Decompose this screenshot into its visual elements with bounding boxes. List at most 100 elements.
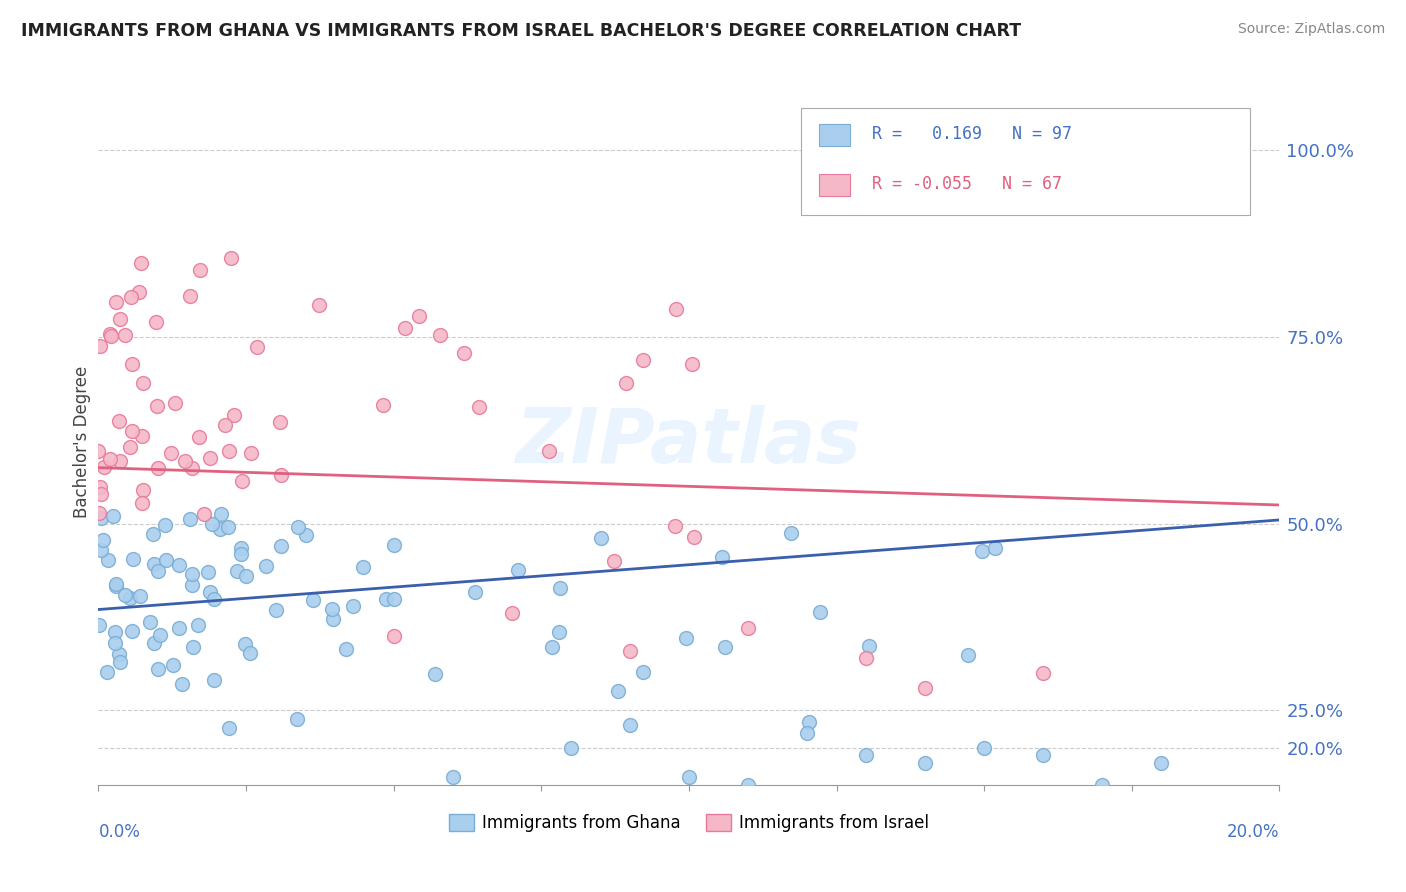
Point <box>270 467 292 482</box>
Point <box>132 376 155 391</box>
Point <box>548 625 571 640</box>
Point <box>188 430 211 444</box>
Point <box>506 563 529 577</box>
Text: IMMIGRANTS FROM GHANA VS IMMIGRANTS FROM ISRAEL BACHELOR'S DEGREE CORRELATION CH: IMMIGRANTS FROM GHANA VS IMMIGRANTS FROM… <box>21 22 1021 40</box>
Point <box>1032 748 1054 763</box>
Point <box>269 416 291 430</box>
Point <box>264 603 287 617</box>
Point <box>675 631 697 645</box>
Point <box>118 440 141 454</box>
Point <box>231 474 253 488</box>
Point <box>737 778 759 792</box>
Point <box>146 400 169 414</box>
Point <box>188 263 211 277</box>
FancyBboxPatch shape <box>818 124 849 145</box>
Point <box>98 451 121 466</box>
Point <box>956 648 979 662</box>
Point <box>121 357 143 371</box>
Point <box>209 522 232 536</box>
Point <box>128 285 150 299</box>
Point <box>858 639 880 653</box>
Point <box>181 640 204 655</box>
Point <box>221 252 243 266</box>
Point <box>131 495 153 509</box>
Point <box>108 312 131 326</box>
Point <box>501 607 523 621</box>
Point <box>105 295 128 310</box>
Point <box>238 646 260 660</box>
Point <box>384 592 406 607</box>
Point <box>548 581 571 595</box>
Point <box>408 309 430 323</box>
Point <box>235 637 257 651</box>
Point <box>155 553 177 567</box>
FancyBboxPatch shape <box>818 174 849 195</box>
Point <box>607 684 630 698</box>
Point <box>371 398 394 412</box>
Point <box>799 714 821 729</box>
Text: R = -0.055   N = 67: R = -0.055 N = 67 <box>872 175 1062 193</box>
Point <box>664 518 686 533</box>
Point <box>120 290 142 304</box>
Text: Source: ZipAtlas.com: Source: ZipAtlas.com <box>1237 22 1385 37</box>
Point <box>197 565 219 579</box>
Point <box>287 520 309 534</box>
Point <box>202 591 225 606</box>
Point <box>181 567 204 582</box>
Point <box>984 541 1007 556</box>
Point <box>105 579 128 593</box>
Point <box>855 651 877 665</box>
Point <box>202 673 225 688</box>
Text: ZIPatlas: ZIPatlas <box>516 405 862 478</box>
Point <box>107 647 129 661</box>
Point <box>683 530 706 544</box>
Point <box>214 417 236 432</box>
Point <box>294 528 316 542</box>
Point <box>170 677 193 691</box>
Point <box>146 564 169 578</box>
Point <box>153 517 176 532</box>
Text: 20.0%: 20.0% <box>1227 822 1279 841</box>
Point <box>132 483 155 497</box>
Point <box>200 585 222 599</box>
Point <box>131 428 153 442</box>
Point <box>678 771 700 785</box>
Point <box>246 340 269 354</box>
Point <box>382 629 405 643</box>
Point <box>121 424 143 438</box>
Point <box>218 721 240 735</box>
Point <box>1032 665 1054 680</box>
Point <box>118 591 141 605</box>
Point <box>179 288 201 302</box>
Point <box>235 568 257 582</box>
Point <box>631 353 654 368</box>
Point <box>1150 756 1173 770</box>
Point <box>129 589 152 603</box>
Point <box>180 461 202 475</box>
Point <box>603 554 626 568</box>
Point <box>90 510 112 524</box>
Point <box>226 564 249 578</box>
Point <box>224 409 246 423</box>
Point <box>162 658 184 673</box>
Point <box>90 543 112 558</box>
Point <box>589 531 612 545</box>
Point <box>1091 778 1114 792</box>
Point <box>973 740 995 755</box>
Point <box>342 599 364 614</box>
Point <box>91 533 114 547</box>
Point <box>96 665 118 680</box>
Point <box>179 511 201 525</box>
Point <box>779 526 801 541</box>
Point <box>107 414 129 428</box>
Point <box>321 601 343 615</box>
Text: 0.0%: 0.0% <box>98 822 141 841</box>
Point <box>453 345 475 359</box>
Point <box>540 640 562 655</box>
FancyBboxPatch shape <box>801 109 1250 215</box>
Point <box>394 320 416 334</box>
Point <box>914 756 936 770</box>
Point <box>174 453 197 467</box>
Point <box>229 547 252 561</box>
Point <box>201 516 224 531</box>
